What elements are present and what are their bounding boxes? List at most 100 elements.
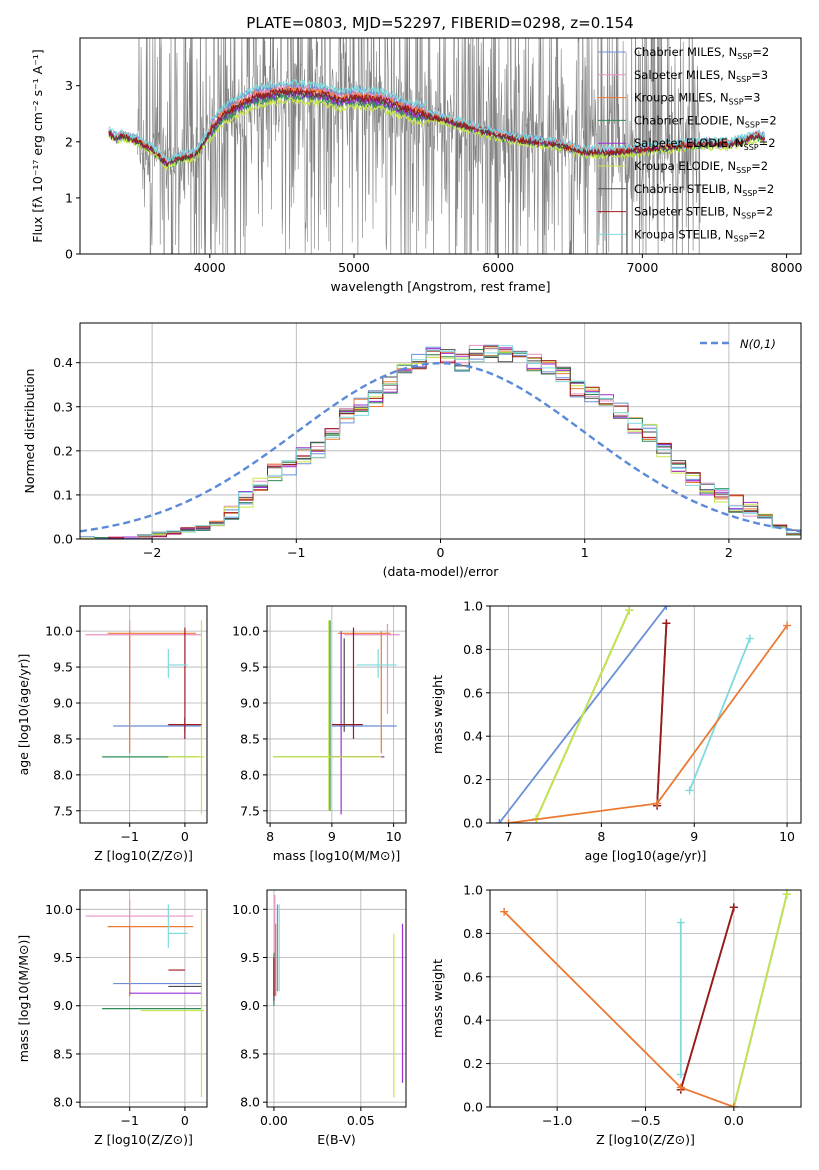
y-tick-label: 1.0	[463, 883, 483, 898]
x-tick-label: 4000	[194, 260, 226, 275]
x-tick-label: 8	[266, 829, 274, 844]
y-tick-label: 8.0	[240, 767, 260, 782]
y-tick-label: 9.5	[240, 950, 260, 965]
y-tick-label: 2	[65, 134, 73, 149]
legend-label-suffix: =2	[752, 45, 769, 59]
marker-kroupa_miles	[653, 799, 662, 808]
y-axis-label: Normed distribution	[22, 369, 37, 494]
legend-label-main: Salpeter MILES, N	[634, 68, 736, 82]
y-tick-label: 0.1	[53, 487, 73, 502]
x-axis-label: age [log10(age/yr)]	[585, 848, 707, 863]
legend-label-main: Salpeter STELIB, N	[634, 205, 741, 219]
y-tick-label: 8.5	[240, 1046, 260, 1061]
y-tick-label: 0.0	[463, 1100, 483, 1115]
x-axis-label: E(B-V)	[317, 1132, 356, 1147]
series-kroupa_miles	[508, 624, 788, 823]
y-tick-label: 9.5	[53, 660, 73, 675]
x-tick-label: 0	[181, 829, 189, 844]
age_vs_z-plot-area	[85, 620, 205, 815]
legend-label-subscript: SSP	[734, 234, 749, 243]
series-kroupa_elodie	[535, 609, 631, 820]
y-tick-label: 8.5	[53, 1046, 73, 1061]
legend-label-main: Chabrier ELODIE, N	[634, 113, 745, 127]
y-tick-label: 0.2	[53, 443, 73, 458]
marker-kroupa_stelib	[685, 786, 694, 795]
data-spectrum	[137, 38, 701, 254]
y-tick-label: 0	[65, 247, 73, 262]
y-tick-label: 10.0	[232, 902, 260, 917]
x-tick-label: 5000	[338, 260, 370, 275]
x-tick-label: 0.00	[260, 1113, 288, 1128]
y-tick-label: 0.6	[463, 969, 483, 984]
mass_vs_ebv-panel: 0.00 0.05 8.0 8.5 9.0 9.5 10.0 E(B-V)	[232, 889, 407, 1147]
age_vs_z-panel: −1 0 7.5 8.0 8.5 9.0 9.5 10.0 Z [log10(Z/Z⊙)] age…	[16, 605, 208, 863]
weight_vs_z-panel: −1.0 −0.5 0.0 0.0 0.2 0.4 0.6 0.8 1.0 Z [log10(Z/…	[430, 883, 802, 1147]
x-axis-label: mass [log10(M/M⊙)]	[273, 848, 401, 863]
legend-label-subscript: SSP	[745, 120, 760, 129]
model-spectrum-chabrier_stelib	[108, 88, 765, 167]
legend-label-kroupa_stelib: Kroupa STELIB, NSSP=2	[634, 227, 765, 243]
weight_vs_age-plot-area	[495, 606, 792, 823]
marker-kroupa_miles	[504, 819, 513, 823]
residuals-panel: −2 −1 0 1 2 0.0 0.1 0.2 0.3 0.4 (data-model)/error…	[22, 322, 802, 579]
legend-label-chabrier_elodie: Chabrier ELODIE, NSSP=2	[634, 113, 777, 129]
legend-label-suffix: =2	[757, 182, 774, 196]
x-axis-label: Z [log10(Z/Z⊙)]	[596, 1132, 695, 1147]
x-axis-label: Z [log10(Z/Z⊙)]	[94, 848, 193, 863]
legend-label-salpeter_miles: Salpeter MILES, NSSP=3	[634, 68, 768, 84]
legend-label-chabrier_stelib: Chabrier STELIB, NSSP=2	[634, 182, 774, 198]
x-tick-label: 10	[386, 829, 402, 844]
y-tick-label: 0.6	[463, 685, 483, 700]
y-tick-label: 0.4	[463, 729, 483, 744]
y-tick-label: 0.0	[463, 816, 483, 831]
legend-label-main: Chabrier MILES, N	[634, 45, 737, 59]
gaussian-curve	[80, 361, 801, 533]
y-tick-label: 0.2	[463, 772, 483, 787]
age_vs_mass-panel: 8 9 10 7.5 8.0 8.5 9.0 9.5 10.0 mass [log10(M/M⊙)…	[232, 605, 407, 863]
x-tick-label: 0.0	[724, 1113, 744, 1128]
model-spectrum-kroupa_stelib	[108, 78, 766, 163]
y-tick-label: 1	[65, 190, 73, 205]
marker-kroupa_miles	[500, 907, 509, 916]
y-tick-label: 7.5	[53, 803, 73, 818]
x-tick-label: 0	[437, 545, 445, 560]
x-tick-label: −1.0	[542, 1113, 572, 1128]
y-tick-label: 9.5	[53, 950, 73, 965]
y-tick-label: 10.0	[45, 902, 73, 917]
legend-label-subscript: SSP	[742, 189, 757, 198]
y-axis-label: mass weight	[430, 675, 445, 754]
x-axis-label: Z [log10(Z/Z⊙)]	[94, 1132, 193, 1147]
marker-kroupa_miles	[783, 621, 792, 630]
x-tick-label: 8	[597, 829, 605, 844]
legend-label-suffix: =2	[760, 113, 777, 127]
marker-chabrier_miles	[662, 606, 671, 610]
y-tick-label: 0.3	[53, 399, 73, 414]
legend-label-suffix: =3	[744, 91, 761, 105]
x-tick-label: 0	[181, 1113, 189, 1128]
model-spectrum-kroupa_elodie	[108, 96, 766, 171]
axes-frame	[79, 889, 208, 1108]
legend-label-kroupa_elodie: Kroupa ELODIE, NSSP=2	[634, 159, 768, 175]
y-tick-label: 8.5	[240, 731, 260, 746]
x-tick-label: 10	[779, 829, 795, 844]
series-kroupa_stelib	[688, 638, 751, 791]
residuals-plot-area	[80, 344, 801, 539]
x-tick-label: 7000	[626, 260, 658, 275]
spectrum-plot-area	[108, 38, 766, 254]
legend-label-subscript: SSP	[736, 166, 751, 175]
marker-kroupa_miles	[729, 1103, 738, 1107]
y-tick-label: 9.5	[240, 660, 260, 675]
x-tick-label: 9	[690, 829, 698, 844]
axes-frame	[79, 37, 802, 255]
legend-label-subscript: SSP	[744, 143, 759, 152]
marker-kroupa_stelib	[676, 918, 685, 927]
age_vs_mass-plot-area	[273, 620, 400, 815]
x-tick-label: 1	[581, 545, 589, 560]
x-tick-label: 2	[725, 545, 733, 560]
x-tick-label: 9	[328, 829, 336, 844]
marker-kroupa_elodie	[782, 890, 791, 899]
y-tick-label: 8.0	[53, 1095, 73, 1110]
